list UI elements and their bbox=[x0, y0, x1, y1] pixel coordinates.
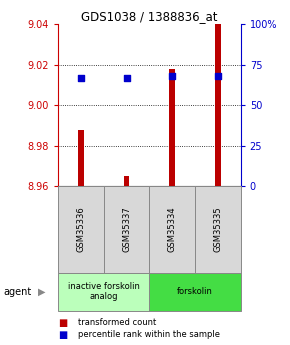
Text: inactive forskolin
analog: inactive forskolin analog bbox=[68, 282, 139, 301]
Text: forskolin: forskolin bbox=[177, 287, 213, 296]
Point bbox=[170, 73, 175, 79]
Text: ■: ■ bbox=[58, 330, 67, 339]
Bar bbox=[78, 130, 84, 186]
Point bbox=[79, 75, 83, 80]
Bar bbox=[124, 176, 129, 186]
Point bbox=[215, 73, 220, 79]
Text: GSM35337: GSM35337 bbox=[122, 207, 131, 252]
Text: ▶: ▶ bbox=[38, 287, 46, 296]
Text: GSM35335: GSM35335 bbox=[213, 207, 222, 252]
Bar bbox=[58, 273, 149, 310]
Bar bbox=[104, 186, 149, 273]
Point bbox=[124, 75, 129, 80]
Title: GDS1038 / 1388836_at: GDS1038 / 1388836_at bbox=[81, 10, 218, 23]
Text: GSM35334: GSM35334 bbox=[168, 207, 177, 252]
Bar bbox=[58, 186, 104, 273]
Text: agent: agent bbox=[3, 287, 31, 296]
Text: GSM35336: GSM35336 bbox=[76, 207, 85, 252]
Bar bbox=[169, 69, 175, 186]
Bar bbox=[215, 24, 221, 186]
Text: percentile rank within the sample: percentile rank within the sample bbox=[78, 330, 220, 339]
Text: transformed count: transformed count bbox=[78, 318, 157, 327]
Bar bbox=[149, 273, 241, 310]
Bar bbox=[149, 186, 195, 273]
Text: ■: ■ bbox=[58, 318, 67, 327]
Bar bbox=[195, 186, 241, 273]
